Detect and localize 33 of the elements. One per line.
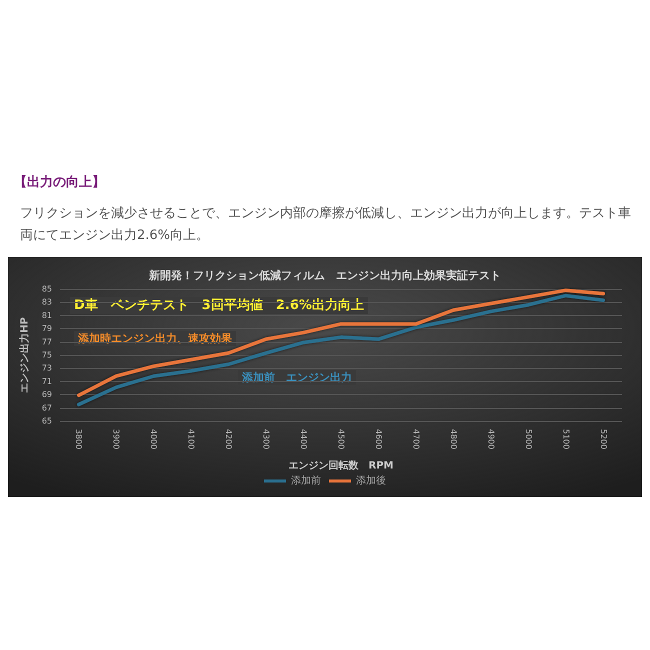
x-axis-title: エンジン回転数 RPM <box>288 460 394 472</box>
x-tick-label: 4400 <box>299 429 308 450</box>
legend-label: 添加前 <box>291 474 321 486</box>
y-tick-label: 85 <box>42 284 52 294</box>
y-tick-label: 71 <box>42 376 52 386</box>
y-tick-label: 69 <box>42 390 52 400</box>
y-tick-label: 65 <box>42 416 52 426</box>
x-tick-label: 4800 <box>448 429 458 450</box>
x-tick-label: 5000 <box>524 429 533 450</box>
x-tick-label: 4700 <box>411 429 420 450</box>
x-tick-label: 3900 <box>112 429 121 450</box>
x-tick-label: 4100 <box>186 429 196 450</box>
x-tick-label: 5100 <box>561 429 570 450</box>
x-tick-label: 4600 <box>374 429 383 450</box>
text: フリクションを減少させることで、エンジン内部の摩擦が低減し、エンジン出力が向上します。テスト車両にてエンジン出力2.6%向上。 <box>20 205 632 245</box>
y-tick-label: 67 <box>42 403 52 412</box>
x-tick-label: 4000 <box>149 429 158 450</box>
y-tick-label: 83 <box>42 298 52 307</box>
x-tick-label: 4500 <box>336 429 346 450</box>
y-tick-label: 79 <box>42 324 52 334</box>
x-tick-label: 4900 <box>486 429 496 450</box>
y-axis-title: エンジン出力HP <box>18 317 30 393</box>
y-tick-label: 75 <box>42 350 52 360</box>
x-tick-label: 3800 <box>74 429 84 450</box>
y-tick-label: 73 <box>42 364 52 373</box>
chart-title: 新開発！フリクション低減フィルム エンジン出力向上効果実証テスト <box>148 269 501 282</box>
y-tick-label: 81 <box>42 310 52 320</box>
x-tick-label: 4300 <box>262 429 271 450</box>
x-tick-label: 5200 <box>598 429 608 450</box>
legend-label: 添加後 <box>356 474 386 486</box>
x-tick-label: 4200 <box>224 429 234 450</box>
y-tick-label: 77 <box>42 337 52 346</box>
text: 【出力の向上】 <box>14 174 106 191</box>
